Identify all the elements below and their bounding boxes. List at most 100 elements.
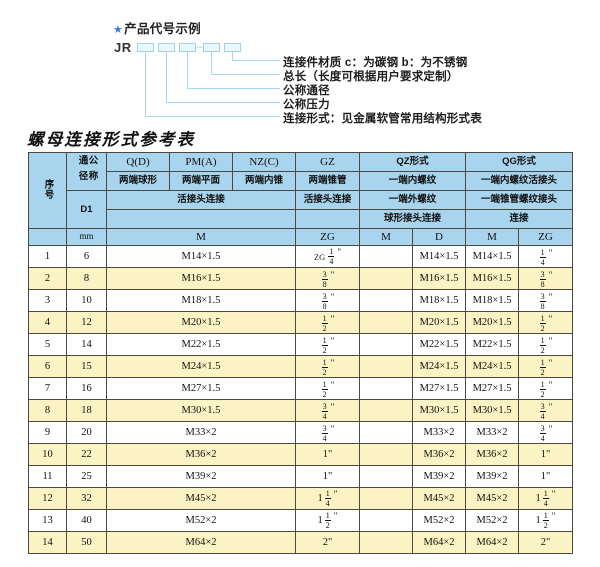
header-unit-zg-gz: ZG (295, 228, 360, 247)
cell-nominal-bore: 10 (66, 289, 107, 313)
leader-line-2 (211, 52, 280, 75)
cell-gz: 3 4 " (295, 399, 360, 423)
table-row: 9 20 M33×2 3 4 " M33×2 M33×2 3 4 " (28, 421, 574, 445)
table-row: 13 40 M52×2 1 1 2 " M52×2 M52×2 1 1 2 " (28, 509, 574, 533)
code-box-3 (179, 43, 196, 52)
cell-qg-zg: 1 2 " (518, 355, 574, 379)
cell-qz-m (359, 377, 413, 401)
cell-nominal-bore: 12 (66, 311, 107, 335)
cell-seq: 11 (28, 465, 67, 489)
cell-qg-zg: 3 8 " (518, 289, 574, 313)
cell-seq: 5 (28, 333, 67, 357)
header-qd-conn: 活接头连接 (106, 190, 296, 211)
cell-m-group: M18×1.5 (106, 289, 296, 313)
leader-line-3 (187, 52, 280, 89)
header-qd-desc: 两端球形 (106, 171, 170, 192)
cell-seq: 6 (28, 355, 67, 379)
header-pma-desc: 两端平面 (169, 171, 233, 192)
cell-m-group: M33×2 (106, 421, 296, 445)
header-nzc-desc: 两端内锥 (232, 171, 296, 192)
cell-qz-m (359, 355, 413, 379)
cell-qg-zg: 1 2 " (518, 377, 574, 401)
cell-qg-zg: 1 2 " (518, 333, 574, 357)
cell-qg-m: M39×2 (465, 465, 520, 489)
header-group-pma: PM(A) (169, 151, 233, 173)
cell-seq: 10 (28, 443, 67, 467)
cell-gz: 1" (295, 465, 360, 489)
cell-qg-zg: 1" (518, 443, 574, 467)
cell-nominal-bore: 15 (66, 355, 107, 379)
cell-nominal-bore: 8 (66, 267, 107, 291)
leader-line-1 (232, 52, 280, 61)
cell-gz: 2" (295, 531, 360, 555)
table-row: 1 6 M14×1.5 ZG 1 4 " M14×1.5 M14×1.5 1 4 " (28, 245, 574, 269)
cell-qz-m (359, 399, 413, 423)
header-unit-qz-m: M (359, 228, 413, 247)
header-group-gz: GZ (295, 151, 360, 173)
table-row: 10 22 M36×2 1" M36×2 M36×2 1" (28, 443, 574, 467)
header-nominal-bore: 公称通径 (66, 151, 107, 192)
cell-qg-m: M14×1.5 (465, 245, 520, 269)
cell-seq: 13 (28, 509, 67, 533)
cell-qz-d: M16×1.5 (411, 267, 467, 291)
cell-seq: 4 (28, 311, 67, 335)
cell-m-group: M52×2 (106, 509, 296, 533)
cell-qz-d: M30×1.5 (411, 399, 467, 423)
table-row: 2 8 M16×1.5 3 8 " M16×1.5 M16×1.5 3 8 " (28, 267, 574, 291)
cell-qg-m: M36×2 (465, 443, 520, 467)
cell-qg-m: M22×1.5 (465, 333, 520, 357)
header-unit-qz-d: D (411, 228, 467, 247)
cell-qg-zg: 3 8 " (518, 267, 574, 291)
header-qz-ball: 球形接头连接 (358, 209, 467, 230)
cell-seq: 8 (28, 399, 67, 423)
cell-qz-m (359, 245, 413, 269)
cell-qz-m (359, 509, 413, 533)
cell-gz: 3 4 " (295, 421, 360, 445)
header-group-qg: QG形式 (465, 151, 574, 173)
header-unit-m-group: M (106, 228, 296, 247)
cell-qg-zg: 1" (518, 465, 574, 489)
table-row: 3 10 M18×1.5 3 8 " M18×1.5 M18×1.5 3 8 " (28, 289, 574, 313)
table-row: 12 32 M45×2 1 1 4 " M45×2 M45×2 1 1 4 " (28, 487, 574, 511)
header-row-1: 序号 公称通径 Q(D) PM(A) NZ(C) GZ QZ形式 QG形式 (28, 151, 574, 230)
cell-qz-d: M33×2 (411, 421, 467, 445)
header-seq-blank (28, 228, 67, 247)
cell-gz: 1 2 " (295, 355, 360, 379)
header-blank-gz (295, 209, 360, 230)
cell-qz-m (359, 267, 413, 291)
header-row-3: D1 活接头连接 活接头连接 一端外螺纹 一端锥管螺纹接头 (29, 190, 574, 230)
cell-m-group: M24×1.5 (106, 355, 296, 379)
annotation-conn-type: 连接形式：见金属软管常用结构形式表 (283, 113, 482, 125)
cell-nominal-bore: 6 (66, 245, 107, 269)
code-box-1 (137, 43, 154, 52)
code-box-2 (158, 43, 175, 52)
cell-qg-zg: 1 1 2 " (518, 509, 574, 533)
header-mm: mm (66, 228, 107, 247)
cell-nominal-bore: 16 (66, 377, 107, 401)
annotation-pressure: 公称压力 (283, 99, 330, 111)
cell-qz-d: M20×1.5 (411, 311, 467, 335)
cell-qg-zg: 1 4 " (518, 245, 574, 269)
header-group-qz: QZ形式 (358, 151, 467, 173)
cell-qg-zg: 2" (518, 531, 574, 555)
cell-m-group: M45×2 (106, 487, 296, 511)
cell-qz-m (359, 531, 413, 555)
header-qg-desc: 一端内螺纹活接头 (465, 171, 574, 192)
cell-gz: 1 2 " (295, 377, 360, 401)
code-box-5 (224, 43, 241, 52)
cell-qg-m: M45×2 (465, 487, 520, 511)
cell-qz-d: M45×2 (411, 487, 467, 511)
cell-qg-m: M18×1.5 (465, 289, 520, 313)
header-row-4: 球形接头连接 连接 (29, 209, 574, 230)
cell-gz: 1 1 2 " (295, 509, 360, 533)
header-group-nzc: NZ(C) (232, 151, 296, 173)
cell-qg-m: M30×1.5 (465, 399, 520, 423)
cell-nominal-bore: 22 (66, 443, 107, 467)
leader-line-5 (145, 52, 280, 117)
header-blank-left (106, 209, 296, 230)
cell-qg-zg: 1 2 " (518, 311, 574, 335)
table-row: 11 25 M39×2 1" M39×2 M39×2 1" (28, 465, 574, 489)
table-row: 14 50 M64×2 2" M64×2 M64×2 2" (28, 531, 574, 555)
nut-connection-spec-table: 序号 公称通径 Q(D) PM(A) NZ(C) GZ QZ形式 QG形式 两端… (28, 151, 574, 555)
cell-qg-m: M16×1.5 (465, 267, 520, 291)
